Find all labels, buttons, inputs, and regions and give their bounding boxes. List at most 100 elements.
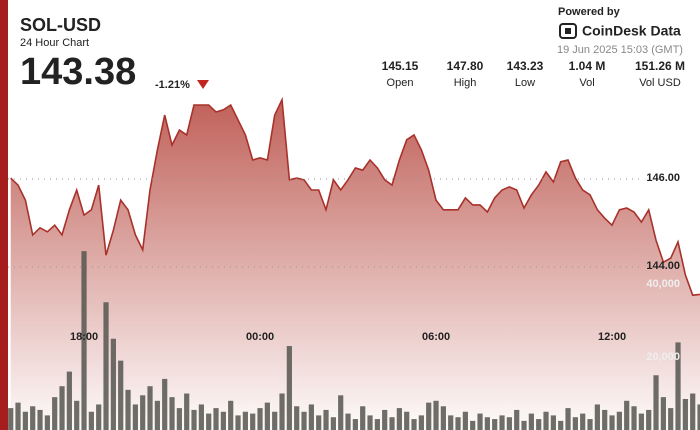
volume-bar	[638, 413, 644, 430]
stat-value: 143.23	[507, 59, 544, 73]
volume-bar	[690, 393, 696, 430]
volume-bar	[675, 342, 681, 430]
y2-tick-label: 20,000	[646, 351, 680, 363]
volume-bar	[389, 417, 395, 430]
volume-bar	[602, 409, 608, 430]
volume-bar	[448, 415, 454, 430]
symbol: SOL-USD	[20, 15, 101, 35]
volume-bar	[682, 398, 688, 430]
volume-bar	[52, 397, 58, 430]
volume-bar	[521, 420, 527, 430]
volume-bar	[433, 400, 439, 430]
volume-bar	[30, 406, 36, 430]
volume-bar	[536, 419, 542, 430]
volume-bar	[660, 397, 666, 430]
y2-tick-label: 40,000	[646, 278, 680, 290]
volume-bar	[470, 420, 476, 430]
volume-bar	[323, 409, 329, 430]
volume-bar	[198, 404, 204, 430]
volume-bar	[81, 251, 87, 430]
powered-by: Powered by	[558, 6, 621, 18]
stat-label: High	[454, 77, 477, 89]
volume-bar	[132, 404, 138, 430]
volume-bar	[594, 404, 600, 430]
volume-bar	[352, 419, 358, 430]
volume-bar	[462, 411, 468, 430]
volume-bar	[125, 389, 131, 430]
down-arrow	[197, 80, 209, 89]
volume-bar	[118, 360, 124, 430]
stat-value: 151.26 M	[635, 59, 685, 73]
volume-bar	[653, 375, 659, 430]
volume-bar	[147, 386, 153, 430]
volume-bar	[220, 411, 226, 430]
volume-bar	[360, 406, 366, 430]
volume-bar	[646, 409, 652, 430]
change: -1.21%	[155, 79, 190, 91]
price-area	[10, 99, 700, 430]
volume-bar	[345, 413, 351, 430]
volume-bar	[74, 400, 80, 430]
volume-bar	[66, 371, 72, 430]
y-tick-label: 146.00	[646, 172, 680, 184]
subtitle: 24 Hour Chart	[20, 37, 89, 49]
volume-bar	[455, 417, 461, 430]
volume-bar	[88, 411, 94, 430]
volume-bar	[206, 413, 212, 430]
volume-bar	[15, 402, 21, 430]
volume-bar	[550, 415, 556, 430]
plot: 146.00 144.00 40,000 20,000 18:00 00:00 06:00 1…	[8, 96, 700, 430]
volume-bar	[367, 415, 373, 430]
volume-bar	[528, 413, 534, 430]
volume-bar	[286, 346, 292, 430]
volume-bar	[338, 395, 344, 430]
volume-bar	[110, 338, 116, 430]
volume-bar	[264, 402, 270, 430]
volume-bar	[176, 408, 182, 430]
volume-bar	[404, 411, 410, 430]
brand: CoinDesk Data	[582, 23, 681, 39]
timestamp: 19 Jun 2025 15:03 (GMT)	[557, 44, 683, 56]
volume-bar	[250, 413, 256, 430]
volume-bar	[558, 420, 564, 430]
price-line	[10, 96, 700, 297]
volume-bar	[257, 408, 263, 430]
volume-bar	[96, 404, 102, 430]
volume-bar	[169, 397, 175, 430]
volume-bar	[330, 417, 336, 430]
volume-bar	[616, 411, 622, 430]
volume-bar	[492, 419, 498, 430]
volume-bar	[697, 404, 700, 430]
volume-bar	[580, 413, 586, 430]
volume-bar	[624, 400, 630, 430]
x-tick-label: 06:00	[422, 331, 450, 343]
volume-bar	[235, 415, 241, 430]
volume-bar	[668, 408, 674, 430]
stat-value: 145.15	[382, 59, 419, 73]
volume-bar	[572, 417, 578, 430]
volume-bar	[565, 408, 571, 430]
volume-bar	[418, 415, 424, 430]
x-tick-label: 00:00	[246, 331, 274, 343]
volume-bar	[184, 393, 190, 430]
x-tick-label: 12:00	[598, 331, 626, 343]
volume-bar	[499, 415, 505, 430]
volume-bar	[242, 411, 248, 430]
volume-bar	[308, 404, 314, 430]
volume-bar	[140, 395, 146, 430]
stat-label: Vol USD	[639, 77, 681, 89]
volume-bar	[103, 302, 109, 430]
volume-bar	[279, 393, 285, 430]
volume-bar	[162, 378, 168, 430]
volume-bar	[213, 408, 219, 430]
volume-bar	[228, 400, 234, 430]
volume-bar	[37, 409, 43, 430]
stat-value: 147.80	[447, 59, 484, 73]
volume-bar	[272, 411, 278, 430]
logo	[559, 23, 577, 39]
volume-bar	[514, 409, 520, 430]
volume-bar	[609, 415, 615, 430]
x-tick-label: 18:00	[70, 331, 98, 343]
volume-bar	[426, 402, 432, 430]
